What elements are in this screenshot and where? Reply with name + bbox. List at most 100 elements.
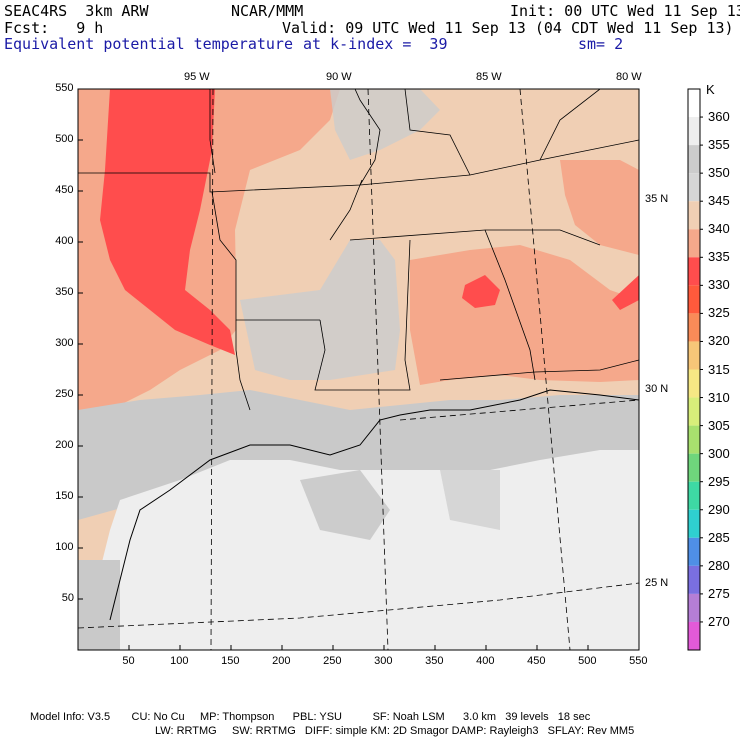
level-label: at k-index = 39	[303, 35, 448, 53]
legend-swatch	[688, 537, 700, 566]
legend-swatch	[688, 565, 700, 594]
legend-swatch	[688, 425, 700, 454]
x-tick-label: 450	[527, 655, 546, 667]
legend-swatch	[688, 369, 700, 398]
legend-swatch	[688, 397, 700, 426]
footer-line-2: LW: RRTMG SW: RRTMG DIFF: simple KM: 2D …	[155, 725, 635, 737]
lon-90w	[367, 89, 389, 650]
y-tick-label: 500	[55, 133, 74, 145]
legend-level: 330	[708, 277, 730, 293]
gray-gulf-blob	[300, 470, 390, 540]
legend-swatch	[688, 593, 700, 622]
legend-level: 335	[708, 249, 730, 265]
legend-swatch	[688, 453, 700, 482]
footer-line-1: Model Info: V3.5 CU: No Cu MP: Thompson …	[30, 711, 591, 723]
border-tx-la	[235, 320, 251, 411]
legend-swatch	[688, 257, 700, 286]
red-blob-east	[612, 275, 639, 310]
lon-label: 85 W	[476, 71, 502, 83]
legend-level: 355	[708, 137, 730, 153]
legend-level: 340	[708, 221, 730, 237]
legend-level: 300	[708, 445, 730, 461]
smoothing-label: sm= 2	[578, 35, 624, 53]
y-tick-label: 250	[55, 388, 74, 400]
legend-level: 320	[708, 333, 730, 349]
axis-ticks	[78, 88, 640, 650]
x-tick-label: 500	[578, 655, 597, 667]
border-tn-ky	[359, 139, 639, 186]
y-tick-label: 350	[55, 286, 74, 298]
y-tick-label: 400	[55, 235, 74, 247]
legend-level: 305	[708, 417, 730, 433]
legend-colorbar	[687, 88, 703, 651]
salmon-northeast	[560, 160, 639, 255]
legend-swatch	[688, 201, 700, 230]
y-tick-label: 550	[55, 82, 74, 94]
border-al-ga	[484, 229, 536, 381]
x-tick-label: 350	[425, 655, 444, 667]
legend-level: 350	[708, 165, 730, 181]
model-title: SEAC4RS 3km ARW	[4, 2, 149, 20]
lat-label: 35 N	[645, 193, 669, 205]
legend-level: 360	[708, 109, 730, 125]
legend-level: 280	[708, 557, 730, 573]
field-name: Equivalent potential temperature	[4, 35, 293, 53]
legend-swatch	[688, 313, 700, 342]
border-ok-tx	[211, 191, 320, 321]
x-tick-label: 200	[272, 655, 291, 667]
red-blob-southeast	[462, 275, 500, 308]
lon-label: 90 W	[326, 71, 352, 83]
x-tick-label: 150	[221, 655, 240, 667]
forecast-hour: Fcst: 9 h	[4, 19, 104, 37]
x-tick-label: 50	[122, 655, 135, 667]
field-shading	[78, 89, 639, 650]
coastline	[109, 389, 639, 621]
x-tick-label: 250	[323, 655, 342, 667]
border-fl	[439, 359, 639, 381]
lat-label: 25 N	[645, 577, 669, 589]
graticule	[78, 89, 639, 650]
x-tick-label: 100	[170, 655, 189, 667]
red-plume-west	[100, 89, 235, 355]
lon-label: 95 W	[184, 71, 210, 83]
plot-frame	[77, 88, 640, 651]
legend-swatch	[688, 481, 700, 510]
legend-level: 310	[708, 389, 730, 405]
valid-time: Valid: 09 UTC Wed 11 Sep 13 (04 CDT Wed …	[282, 19, 734, 37]
legend-level: 285	[708, 529, 730, 545]
legend-swatch	[688, 173, 700, 202]
border-ms	[314, 239, 411, 391]
legend-level: 345	[708, 193, 730, 209]
border-va	[539, 89, 601, 161]
boundaries	[78, 89, 639, 621]
lon-85w	[519, 89, 571, 650]
legend-swatch	[688, 621, 700, 650]
legend-level: 290	[708, 501, 730, 517]
legend-swatch	[688, 229, 700, 258]
y-tick-label: 100	[55, 541, 74, 553]
gray-gulf-blob-2	[440, 470, 500, 530]
legend-swatch	[688, 341, 700, 370]
border-ne	[209, 89, 216, 174]
legend-swatch	[688, 509, 700, 538]
legend-swatch	[688, 285, 700, 314]
legend-level: 270	[708, 613, 730, 629]
legend-level: 275	[708, 585, 730, 601]
legend-swatch	[688, 145, 700, 174]
x-tick-label: 300	[374, 655, 393, 667]
legend-swatch	[688, 89, 700, 118]
lat-label: 30 N	[645, 383, 669, 395]
y-tick-label: 450	[55, 184, 74, 196]
y-tick-label: 50	[61, 592, 75, 604]
salmon-southeast	[410, 245, 639, 385]
legend-level: 315	[708, 361, 730, 377]
y-tick-label: 300	[55, 337, 74, 349]
legend-unit: K	[706, 82, 715, 97]
x-tick-label: 550	[629, 655, 648, 667]
legend-level: 295	[708, 473, 730, 489]
gray-north	[330, 89, 440, 160]
gray-valley	[240, 240, 400, 380]
legend-swatch	[688, 117, 700, 146]
x-tick-label: 400	[476, 655, 495, 667]
